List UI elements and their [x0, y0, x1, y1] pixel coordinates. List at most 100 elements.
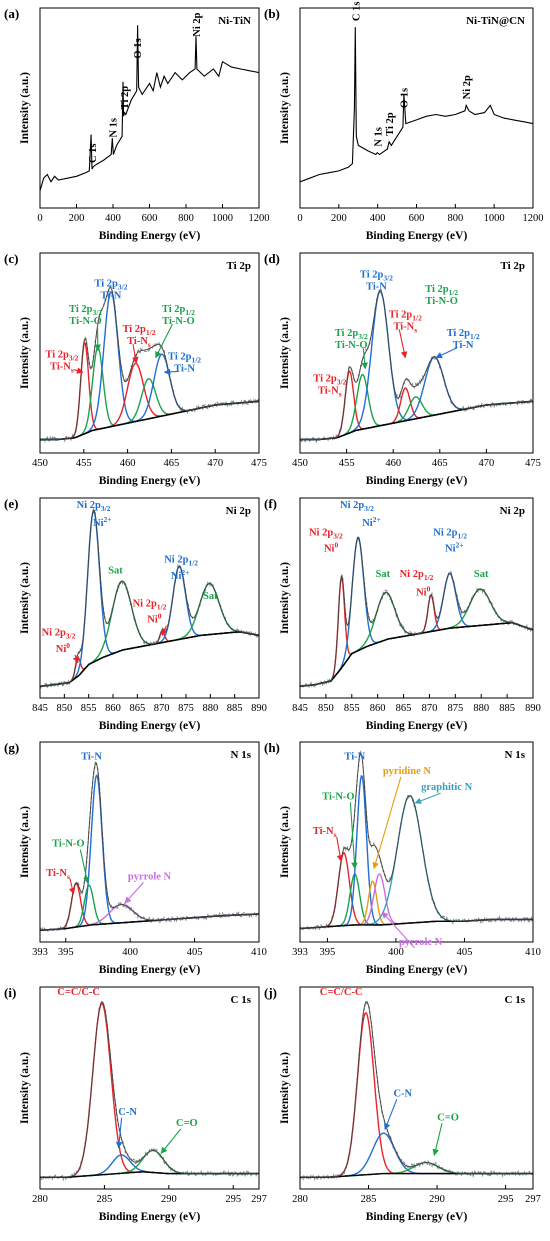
plot-area: [300, 750, 533, 932]
panel-label: (j): [264, 985, 277, 1000]
annotation-line2: Ti-N: [174, 363, 195, 374]
panel-j: (j) C 1s 280 285 290 295 297 Binding Energy (eV…: [264, 985, 541, 1223]
peak-annotation: pyrrole N: [128, 871, 172, 882]
annotation-sub: 3/2: [118, 283, 128, 292]
axes-frame: [39, 741, 260, 943]
panel-label: (e): [4, 496, 18, 511]
peak-annotation: Ti-N: [344, 751, 365, 762]
x-tick-label: 290: [429, 1194, 445, 1205]
annotation-sub: 1/2: [412, 314, 422, 323]
y-axis-label: Intensity (a.u.): [19, 1052, 31, 1124]
x-tick-label: 475: [525, 458, 541, 469]
fit-peak-green: [40, 377, 259, 441]
peak-annotation: Ni0: [324, 541, 339, 555]
annotation-main: Ni: [93, 518, 104, 529]
x-tick-label: 393: [292, 947, 308, 958]
annotation-sub: 1/2: [185, 308, 195, 317]
x-axis-label: Binding Energy (eV): [99, 1211, 201, 1223]
peak-annotation: pyrrole N: [399, 937, 443, 948]
raw-data-line: [300, 999, 533, 1182]
x-axis-label: Binding Energy (eV): [366, 1211, 468, 1223]
annotation-sup: 0: [158, 612, 162, 621]
annotation-arrow: [160, 1128, 182, 1154]
x-tick-label: 470: [479, 458, 495, 469]
y-axis-label: Intensity (a.u.): [279, 1052, 291, 1124]
x-tick-label: 295: [225, 1194, 241, 1205]
annotation-main: Ti 2p: [389, 310, 413, 321]
peak-label: O 1s: [133, 38, 144, 58]
annotation-sup: 2+: [373, 515, 381, 524]
background-line: [300, 400, 533, 441]
x-tick-label: 800: [178, 213, 194, 224]
x-axis-label: Binding Energy (eV): [366, 964, 468, 976]
annotation-sub: 3/2: [337, 377, 347, 386]
x-tick-label: 285: [97, 1194, 113, 1205]
peak-annotation: Ti 2p3/2 Ti-N-O: [335, 328, 368, 351]
axes-frame: [39, 252, 260, 454]
x-tick-label: 465: [432, 458, 448, 469]
annotation-main: Ni: [362, 518, 373, 529]
peak-annotation: Ni0: [56, 641, 71, 655]
peak-annotation: graphitic N: [421, 782, 472, 793]
fit-peak-red: [300, 1012, 533, 1178]
x-tick-label: 400: [370, 213, 386, 224]
y-axis-label: Intensity (a.u.): [279, 806, 291, 878]
annotation-sup: 2+: [104, 515, 112, 524]
x-tick-label: 297: [251, 1194, 267, 1205]
peak-annotation: Ti-Ns: [313, 826, 337, 839]
annotation-line2: Ti-N-O: [162, 316, 194, 327]
annotation-arrow: [435, 347, 458, 359]
fit-peak-blue: [300, 1132, 533, 1178]
panel-e: (e) Ni 2p 845 850 855 860 865 870 875 880 885 890 Bi…: [4, 496, 267, 732]
peak-annotation: Ni 2p3/2: [340, 500, 374, 513]
annotation-line2: Ti-N: [393, 322, 414, 333]
annotation-line2: Ti-N-O: [335, 340, 367, 351]
panel-title: N 1s: [231, 749, 252, 761]
peak-annotation: Ni2+: [362, 515, 381, 529]
x-axis-label: Binding Energy (eV): [366, 230, 468, 242]
annotation-arrow: [432, 1123, 443, 1156]
annotation-arrow: [132, 344, 139, 364]
peak-annotation: C=O: [437, 1112, 459, 1123]
peak-annotation: Ti 2p3/2 Ti-N: [94, 279, 127, 302]
background-line: [40, 631, 259, 688]
x-tick-label: 850: [318, 703, 334, 714]
peak-annotation: Ti 2p3/2 Ti-N: [360, 270, 393, 293]
annotation-arrow: [161, 625, 168, 637]
plot-area: [40, 285, 259, 444]
annotation-sub: 3/2: [66, 631, 76, 640]
peak-annotation: Ti 2p1/2 Ti-Ns: [122, 324, 155, 349]
plot-area: [40, 760, 259, 933]
axes-frame: [299, 252, 534, 454]
fit-peak-red: [300, 594, 533, 688]
envelope-fit-line: [300, 1000, 533, 1178]
axes-frame: [299, 7, 534, 209]
annotation-main: Ti 2p: [45, 350, 69, 361]
panel-d: (d) Ti 2p 450 455 460 465 470 475 Binding Energy…: [264, 251, 541, 487]
annotation-main: Ni 2p: [133, 598, 157, 609]
x-tick-label: 845: [32, 703, 48, 714]
x-tick-label: 297: [525, 1194, 541, 1205]
fit-peak-green: [300, 873, 533, 930]
annotation-sub: 3/2: [333, 531, 343, 540]
annotation-sub: 3/2: [358, 332, 368, 341]
panel-label: (a): [4, 6, 19, 21]
x-tick-label: 885: [227, 703, 243, 714]
annotation-arrow: [372, 776, 402, 870]
annotation-main: Ti 2p: [313, 373, 337, 384]
axes-frame: [299, 986, 534, 1190]
annotation-sub: s: [414, 326, 417, 335]
axes-frame: [299, 497, 534, 699]
annotation-main: Ti-N: [313, 826, 334, 837]
annotation-sub: 3/2: [69, 354, 79, 363]
annotation-main: Ti 2p: [360, 270, 384, 281]
annotation-sup: 0: [427, 584, 431, 593]
peak-annotation: C=C/C-C: [320, 987, 363, 998]
axes-frame: [39, 986, 260, 1190]
background-line: [300, 621, 533, 688]
annotation-sub: s: [148, 340, 151, 349]
x-tick-label: 860: [105, 703, 121, 714]
x-tick-label: 870: [154, 703, 170, 714]
panel-label: (h): [264, 740, 280, 755]
peak-annotation: Ni2+: [171, 568, 190, 582]
